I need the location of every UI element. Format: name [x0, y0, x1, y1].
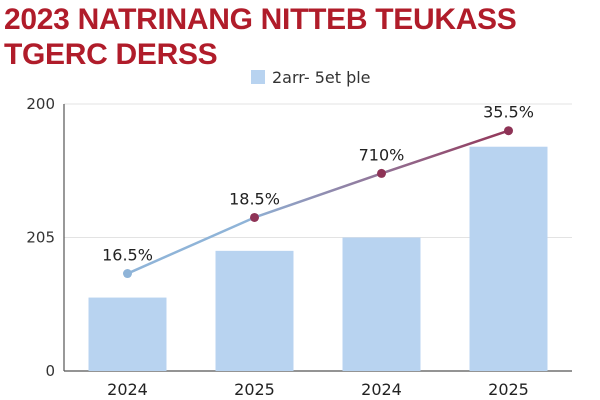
bar-0: [88, 297, 167, 371]
data-label-0: 16.5%: [102, 246, 153, 265]
bar-1: [215, 250, 294, 371]
legend: 2arr- 5et þle: [251, 68, 371, 87]
x-tick-label-0: 2024: [107, 380, 148, 399]
line-series: 16.5% 18.5% 710% 35.5%: [102, 103, 534, 279]
bar-2: [342, 237, 421, 371]
bar-3: [469, 146, 548, 371]
point-2: [377, 168, 386, 178]
chart-title-line-1: 2023 NATRINANG NITTEB TEUKASS: [4, 3, 517, 36]
x-tick-label-1: 2025: [234, 380, 275, 399]
point-3: [504, 126, 513, 136]
legend-label: 2arr- 5et þle: [272, 68, 371, 87]
chart-title: 2023 NATRINANG NITTEB TEUKASS TGERC DERS…: [4, 2, 596, 72]
x-tick-labels: 2024 2025 2024 2025: [107, 380, 529, 399]
legend-swatch: [251, 70, 265, 84]
data-label-3: 35.5%: [483, 103, 534, 122]
y-tick-label-0: 0: [45, 362, 55, 380]
data-label-2: 710%: [359, 145, 405, 164]
y-tick-label-1: 205: [26, 229, 55, 247]
x-tick-label-3: 2025: [488, 380, 529, 399]
chart-title-line-2: TGERC DERSS: [4, 38, 218, 71]
x-tick-label-2: 2024: [361, 380, 402, 399]
point-1: [250, 212, 259, 222]
y-tick-labels: 0 205 200: [26, 95, 55, 380]
y-tick-label-2: 200: [26, 95, 55, 113]
point-0: [123, 269, 132, 279]
bars: [88, 146, 548, 371]
data-label-1: 18.5%: [229, 189, 280, 208]
series-line: [126, 129, 509, 275]
